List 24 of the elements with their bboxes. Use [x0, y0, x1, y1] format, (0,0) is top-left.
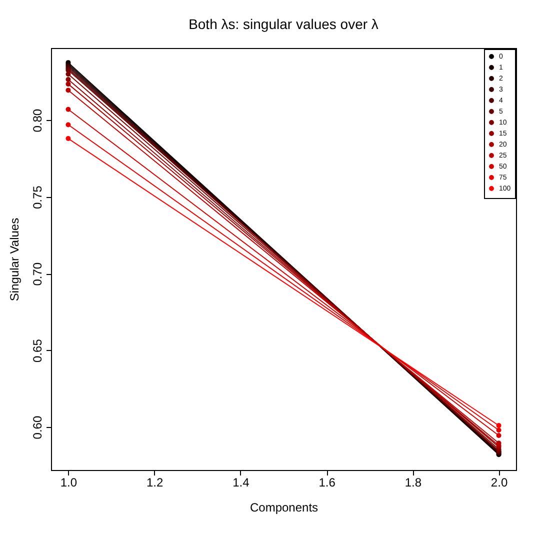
point	[66, 76, 71, 82]
y-tick-label: 0.65	[30, 338, 44, 362]
point	[496, 423, 502, 428]
point	[66, 88, 71, 93]
x-tick-label: 1.0	[60, 476, 78, 490]
x-tick-label: 1.6	[318, 476, 336, 490]
x-tick-label: 2.0	[490, 476, 508, 490]
x-axis-title: Components	[250, 500, 318, 514]
y-tick-label: 0.80	[30, 108, 44, 132]
x-tick-label: 1.8	[404, 476, 422, 490]
y-tick-label: 0.70	[30, 262, 44, 286]
point	[496, 428, 502, 433]
point	[66, 136, 71, 142]
x-tick-label: 1.4	[232, 476, 250, 490]
point	[66, 82, 71, 87]
y-tick-label: 0.75	[30, 185, 44, 210]
chart-title: Both λs: singular values over λ	[188, 16, 378, 32]
point	[66, 122, 71, 128]
y-tick-label: 0.60	[30, 416, 44, 440]
point	[66, 72, 71, 77]
point	[66, 106, 71, 112]
y-axis-title: Singular Values	[8, 218, 22, 302]
x-tick-label: 1.2	[146, 476, 164, 490]
point	[496, 432, 502, 438]
